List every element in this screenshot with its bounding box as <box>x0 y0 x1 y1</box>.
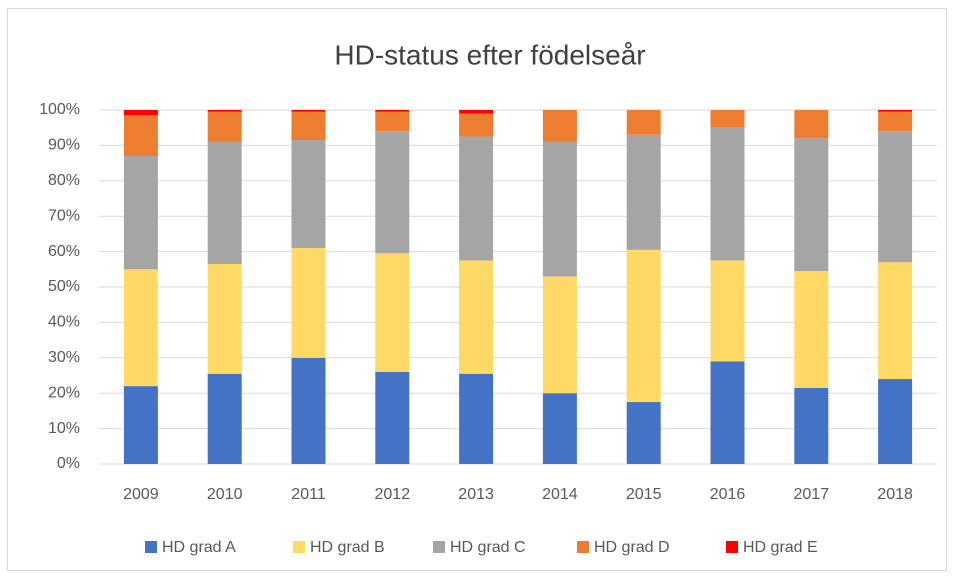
bar-segment <box>291 140 326 249</box>
legend-swatch <box>145 541 157 553</box>
x-tick-label: 2014 <box>542 486 578 503</box>
bar-segment <box>710 110 745 128</box>
y-tick-label: 10% <box>48 420 80 437</box>
bar-segment <box>375 111 410 132</box>
y-tick-label: 60% <box>48 243 80 260</box>
bar-segment <box>375 371 410 464</box>
bar-segment <box>207 141 242 264</box>
x-tick-label: 2012 <box>375 486 411 503</box>
x-tick-label: 2010 <box>207 486 243 503</box>
y-tick-label: 40% <box>48 314 80 331</box>
bar-segment <box>542 110 577 142</box>
bar-segment <box>710 361 745 464</box>
bar-segment <box>123 269 158 387</box>
bar-segment <box>123 156 158 270</box>
y-tick-label: 70% <box>48 207 80 224</box>
bar-segment <box>794 110 829 139</box>
bar-segment <box>207 263 242 374</box>
y-tick-label: 80% <box>48 172 80 189</box>
y-tick-label: 90% <box>48 137 80 154</box>
bar-segment <box>291 111 326 141</box>
bar-segment <box>626 249 661 403</box>
legend-label: HD grad E <box>743 539 818 556</box>
bar-segment <box>794 387 829 464</box>
legend-label: HD grad D <box>594 539 670 556</box>
x-tick-label: 2011 <box>291 486 326 503</box>
x-tick-label: 2017 <box>794 486 830 503</box>
y-tick-label: 30% <box>48 349 80 366</box>
bar-segment <box>291 248 326 358</box>
x-tick-label: 2016 <box>710 486 746 503</box>
bar-segment <box>459 136 494 261</box>
bar-segment <box>207 373 242 464</box>
legend-label: HD grad B <box>310 539 385 556</box>
bar-segment <box>123 386 158 464</box>
x-tick-label: 2015 <box>626 486 662 503</box>
x-tick-label: 2009 <box>123 486 159 503</box>
chart-title: HD-status efter födelseår <box>334 39 645 70</box>
y-tick-label: 20% <box>48 384 80 401</box>
legend-label: HD grad C <box>450 539 526 556</box>
y-tick-label: 0% <box>57 455 80 472</box>
bar-segment <box>626 402 661 464</box>
bar-segment <box>459 373 494 464</box>
y-tick-label: 100% <box>39 101 80 118</box>
legend-swatch <box>726 541 738 553</box>
x-tick-label: 2013 <box>458 486 494 503</box>
x-tick-label: 2018 <box>877 486 913 503</box>
legend-swatch <box>293 541 305 553</box>
bar-segment <box>794 271 829 388</box>
legend-swatch <box>577 541 589 553</box>
bar-segment <box>878 379 913 464</box>
bar-segment <box>459 110 494 114</box>
bar-segment <box>878 262 913 380</box>
bar-segment <box>878 110 913 112</box>
legend-swatch <box>433 541 445 553</box>
bar-segment <box>375 131 410 254</box>
legend-label: HD grad A <box>162 539 236 556</box>
bar-segment <box>375 253 410 372</box>
bar-segment <box>207 111 242 142</box>
bar-segment <box>459 260 494 374</box>
bar-segment <box>710 260 745 362</box>
bar-segment <box>878 111 913 132</box>
y-tick-label: 50% <box>48 278 80 295</box>
bar-segment <box>710 127 745 261</box>
bar-segment <box>291 357 326 464</box>
bar-segment <box>626 134 661 250</box>
bar-segment <box>291 110 326 112</box>
bar-segment <box>542 141 577 277</box>
bar-segment <box>459 113 494 137</box>
bar-segment <box>375 110 410 112</box>
bar-segment <box>207 110 242 112</box>
bar-segment <box>878 131 913 263</box>
bar-segment <box>123 115 158 157</box>
bar-segment <box>626 110 661 135</box>
bar-segment <box>794 138 829 272</box>
bar-segment <box>123 110 158 116</box>
bar-segment <box>542 276 577 394</box>
bar-segment <box>542 393 577 464</box>
